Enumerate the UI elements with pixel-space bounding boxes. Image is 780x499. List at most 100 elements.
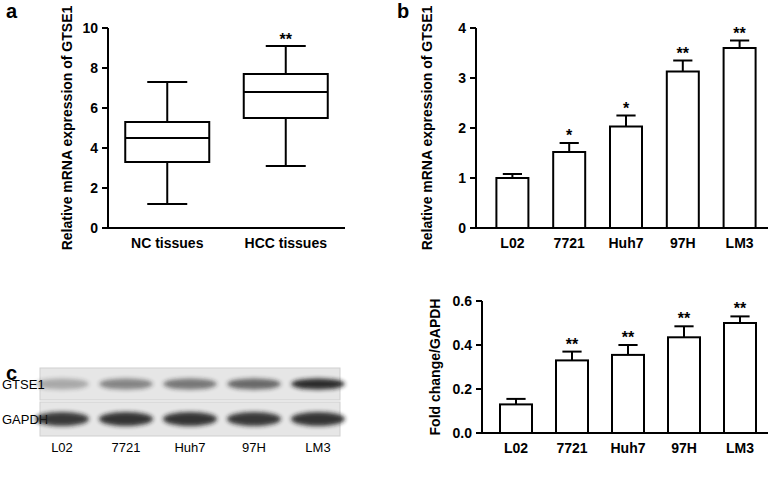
error-bar (627, 345, 629, 355)
axes: 0246810Relative mRNA expression of GTSE1… (6, 0, 345, 250)
min-cap (266, 165, 306, 167)
significance: ** (678, 310, 691, 327)
significance: ** (622, 329, 635, 346)
significance: ** (566, 336, 579, 353)
y-tick (102, 67, 108, 69)
bar (668, 337, 700, 433)
y-tick-label: 3 (458, 70, 466, 86)
labels: NC tissues HCC tissues ** (131, 31, 327, 251)
significance: ** (677, 45, 690, 62)
y-tick-label: 0.2 (453, 381, 473, 397)
blot: cGTSE1GAPDHL027721Huh797HLM3 (2, 362, 345, 455)
bar (610, 127, 642, 229)
y-axis-label: Relative mRNA expression of GTSE1 (419, 6, 435, 251)
blot-lane-label: Huh7 (174, 440, 205, 455)
y-tick-label: 0.0 (453, 425, 473, 441)
axes: 0.00.20.40.6Fold change/GAPDH (427, 293, 768, 441)
y-tick (470, 227, 476, 229)
blot-band (35, 412, 89, 426)
blot-lane-label: LM3 (305, 440, 330, 455)
bar (724, 48, 756, 228)
y-axis (481, 301, 483, 433)
blot-band (99, 379, 153, 390)
lower-whisker (166, 162, 168, 204)
significance: * (623, 100, 630, 117)
blot-band (291, 412, 345, 426)
blot-lane-label: L02 (51, 440, 73, 455)
min-cap (147, 203, 187, 205)
error-bar (683, 326, 685, 337)
y-tick (102, 107, 108, 109)
bar (553, 152, 585, 228)
significance: ** (280, 31, 293, 48)
x-tick-label: L02 (504, 440, 528, 456)
panel-label: b (397, 0, 409, 22)
x-tick-label: Huh7 (611, 440, 646, 456)
y-tick-label: 2 (458, 120, 466, 136)
error-bar (571, 352, 573, 361)
x-axis (108, 227, 345, 229)
error-cap (503, 173, 522, 175)
x-tick-label: 97H (671, 440, 697, 456)
y-axis-label: Relative mRNA expression of GTSE1 (59, 6, 75, 251)
labels: L02 7721 ** Huh7 ** 97H ** LM3 ** (504, 300, 754, 456)
x-tick-label: HCC tissues (245, 235, 328, 251)
bar (724, 323, 756, 433)
significance: * (566, 127, 573, 144)
y-tick (476, 344, 482, 346)
lower-whisker (285, 118, 287, 166)
boxes (125, 46, 328, 204)
x-tick-label: LM3 (726, 440, 754, 456)
median (125, 137, 209, 139)
blot-lane-label: 97H (242, 440, 266, 455)
median (244, 91, 328, 93)
y-tick-label: 1 (458, 170, 466, 186)
y-tick (102, 187, 108, 189)
blot-lane-label: 7721 (112, 440, 141, 455)
x-tick-label: Huh7 (609, 235, 644, 251)
box (125, 122, 209, 162)
y-tick-label: 6 (90, 100, 98, 116)
significance: ** (734, 300, 747, 317)
y-axis (107, 28, 109, 228)
y-tick (102, 27, 108, 29)
blot-band (35, 379, 89, 390)
error-bar (625, 116, 627, 127)
y-tick (476, 300, 482, 302)
y-tick (470, 77, 476, 79)
y-tick-label: 10 (82, 20, 98, 36)
y-tick (476, 388, 482, 390)
blot-band (163, 379, 217, 390)
error-cap (506, 398, 525, 400)
y-tick (470, 27, 476, 29)
y-axis-label: Fold change/GAPDH (427, 299, 443, 436)
error-bar (568, 143, 570, 152)
y-tick-label: 4 (90, 140, 98, 156)
axes: 01234Relative mRNA expression of GTSE1b (397, 0, 768, 250)
bars (500, 316, 756, 433)
bar (667, 72, 699, 229)
y-tick-label: 0.6 (453, 293, 473, 309)
y-tick-label: 8 (90, 60, 98, 76)
x-tick-label: 7721 (554, 235, 585, 251)
box (244, 74, 328, 118)
bar (500, 404, 532, 433)
x-tick-label: NC tissues (131, 235, 204, 251)
bar (496, 178, 528, 228)
bar (612, 355, 644, 433)
y-tick-label: 0 (458, 220, 466, 236)
bars (496, 41, 755, 229)
y-tick (102, 227, 108, 229)
x-tick-label: 7721 (556, 440, 587, 456)
figure: 0 2 4 6 8 10 Relative mRNA expression of GTSE1… (0, 0, 780, 499)
y-tick-label: 2 (90, 180, 98, 196)
max-cap (147, 81, 187, 83)
panel-label: a (6, 0, 18, 22)
error-bar (682, 61, 684, 72)
upper-whisker (285, 46, 287, 74)
y-tick (476, 432, 482, 434)
x-tick-label: 97H (670, 235, 696, 251)
blot-band (227, 379, 281, 390)
upper-whisker (166, 82, 168, 122)
y-tick (470, 177, 476, 179)
